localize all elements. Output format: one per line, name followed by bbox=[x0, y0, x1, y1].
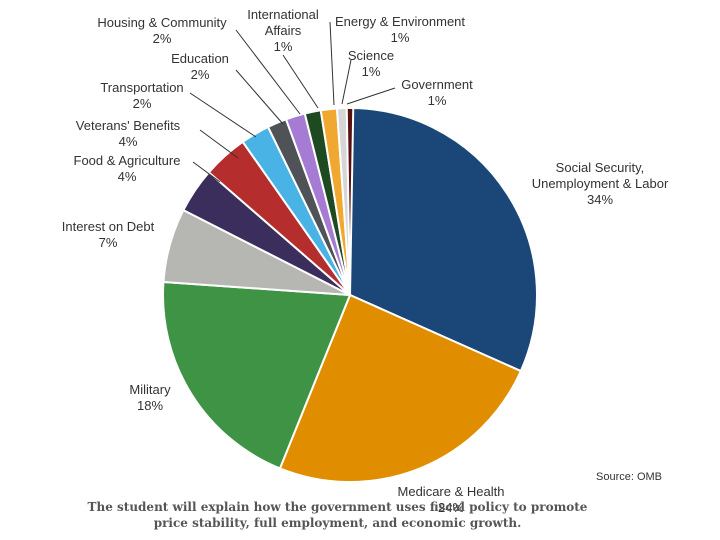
caption-line-1: The student will explain how the governm… bbox=[87, 500, 588, 514]
slice-label-social-security-unemployment-labor: Social Security, Unemployment & Labor 34% bbox=[532, 160, 669, 207]
leader-line-international-affairs bbox=[282, 54, 319, 109]
slice-label-food-agriculture: Food & Agriculture 4% bbox=[74, 153, 181, 184]
leader-line-energy-environment bbox=[329, 21, 335, 106]
slice-label-housing-community: Housing & Community 2% bbox=[97, 15, 227, 46]
leader-line-science bbox=[341, 59, 352, 105]
slice-label-medicare-health: Medicare & Health 24% bbox=[398, 484, 505, 515]
slice-label-energy-environment: Energy & Environment 1% bbox=[335, 14, 465, 45]
slice-label-international-affairs: International Affairs 1% bbox=[247, 7, 319, 54]
leader-line-food-agriculture bbox=[192, 161, 221, 183]
leader-line-transportation bbox=[189, 92, 257, 138]
slice-label-science: Science 1% bbox=[348, 48, 394, 79]
slice-label-transportation: Transportation 2% bbox=[100, 80, 183, 111]
leader-line-housing-community bbox=[235, 29, 301, 115]
pie-slice-medicare-health bbox=[278, 293, 523, 483]
leader-line-veterans-benefits bbox=[199, 129, 239, 159]
slice-label-veterans-benefits: Veterans' Benefits 4% bbox=[76, 118, 181, 149]
pie-slice-social-security-unemployment-labor bbox=[349, 106, 538, 373]
slice-label-military: Military 18% bbox=[129, 382, 171, 413]
slice-label-education: Education 2% bbox=[171, 51, 229, 82]
leader-line-education bbox=[235, 69, 284, 125]
slice-label-interest-on-debt: Interest on Debt 7% bbox=[62, 219, 155, 250]
pie-slice-military bbox=[162, 280, 352, 470]
slice-label-government: Government 1% bbox=[401, 77, 473, 108]
caption-line-2: price stability, full employment, and ec… bbox=[153, 516, 522, 530]
caption: The student will explain how the governm… bbox=[60, 499, 615, 531]
pie-slice-government bbox=[345, 107, 355, 296]
source-note: Source: OMB bbox=[596, 471, 662, 483]
leader-line-government bbox=[346, 87, 396, 105]
